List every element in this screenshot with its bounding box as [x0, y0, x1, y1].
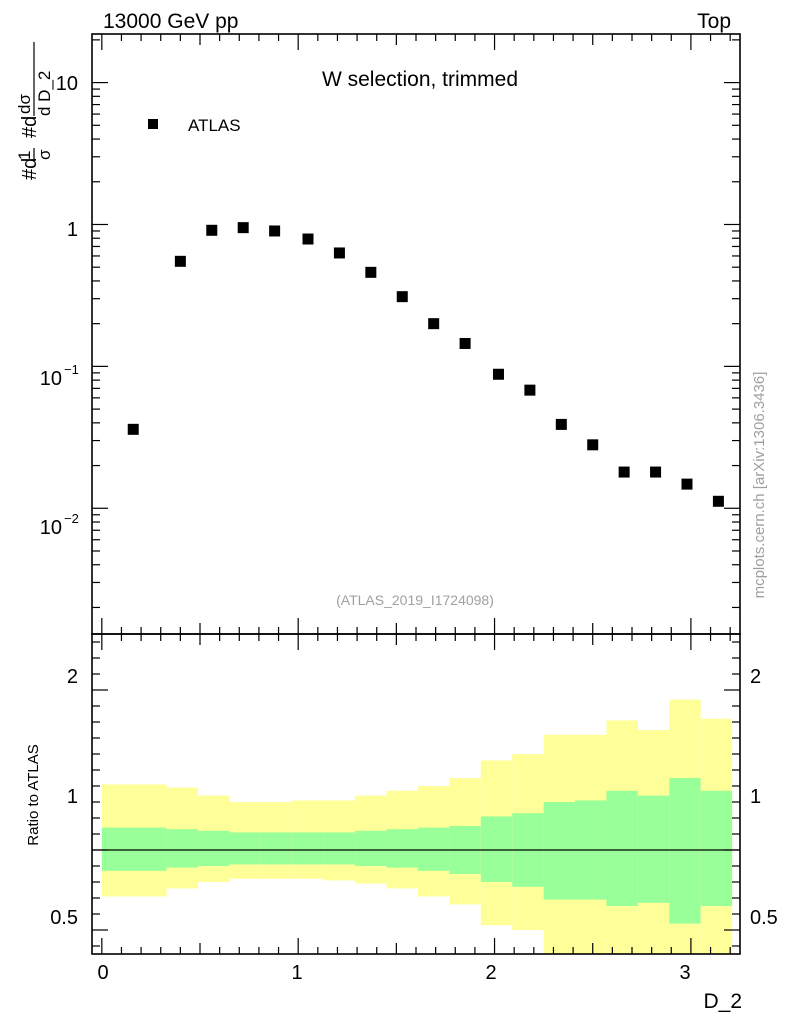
data-point — [396, 291, 408, 303]
y-tick-label-1: 1 — [67, 219, 78, 241]
y-tick-label-0.1: 10 — [40, 368, 62, 390]
ylabel-denominator: d D_2 — [35, 71, 54, 116]
x-tick-label-1: 1 — [291, 962, 302, 984]
y-tick-exponent: −1 — [64, 362, 79, 377]
data-point — [365, 266, 377, 278]
inner-band-bin — [700, 790, 733, 906]
ratio-y-label-2: 2 — [67, 666, 78, 688]
data-point — [333, 247, 345, 259]
inner-band-bin — [198, 830, 230, 866]
data-point — [555, 418, 567, 430]
main-y-axis-label: #d 1 σ #d dσ d D_2 — [15, 42, 54, 180]
inner-band-bin — [166, 829, 199, 868]
inner-band-bin — [637, 795, 670, 903]
main-panel: W selection, trimmed ATLAS (ATLAS_2019_I… — [15, 33, 741, 635]
inner-band-bin — [229, 832, 261, 865]
data-point — [459, 337, 471, 349]
ylabel-sigma: σ — [35, 149, 54, 160]
data-point — [237, 222, 249, 234]
inner-band-bin — [480, 816, 513, 882]
data-point — [269, 225, 281, 237]
y-tick-label-10: 10 — [56, 73, 78, 95]
data-point — [587, 439, 599, 451]
main-x-ticks — [101, 34, 731, 634]
y-tick-base: 10 — [40, 368, 62, 390]
data-point — [492, 368, 504, 380]
inner-band-bin — [606, 790, 638, 906]
inner-band-bin — [355, 830, 387, 866]
source-credit: mcplots.cern.ch [arXiv:1306.3436] — [751, 372, 768, 599]
ratio-y-axis-label: Ratio to ATLAS — [25, 744, 42, 845]
data-point — [618, 466, 630, 478]
inner-band-bin — [292, 832, 324, 865]
analysis-id: (ATLAS_2019_I1724098) — [336, 592, 494, 608]
inner-band-bin — [386, 829, 418, 868]
ylabel-dsigma: dσ — [15, 94, 34, 114]
legend-label: ATLAS — [188, 116, 241, 135]
ratio-y-label-right-1: 1 — [750, 786, 761, 808]
data-point — [428, 318, 440, 330]
y-tick-exponent: −2 — [64, 511, 79, 526]
ylabel-d2: #d — [19, 116, 41, 138]
ratio-panel: 2 1 0.5 2 1 0.5 0 1 2 3 D_2 Ratio to ATL… — [25, 633, 778, 1013]
legend-marker — [148, 119, 158, 129]
energy-label: 13000 GeV pp — [103, 10, 238, 33]
y-tick-base: 10 — [40, 517, 62, 539]
data-point — [681, 478, 693, 490]
data-point — [524, 384, 536, 396]
ratio-y-label-right-2: 2 — [750, 666, 761, 688]
inner-band-bin — [669, 778, 701, 924]
x-tick-label-2: 2 — [485, 962, 496, 984]
ratio-y-label-1: 1 — [67, 786, 78, 808]
data-point — [712, 495, 724, 507]
x-tick-label-3: 3 — [679, 962, 690, 984]
data-point — [302, 233, 314, 245]
data-points — [127, 222, 724, 507]
inner-band-bin — [260, 832, 293, 865]
data-point — [127, 423, 139, 435]
data-point — [206, 224, 218, 236]
inner-band-bin — [417, 827, 450, 871]
chart-title: W selection, trimmed — [322, 68, 518, 91]
data-point — [174, 255, 186, 267]
inner-band-bin — [543, 802, 576, 900]
inner-band-bin — [323, 832, 356, 865]
ratio-ticks — [92, 634, 740, 954]
ylabel-one: 1 — [15, 151, 34, 160]
ratio-y-label-right-0.5: 0.5 — [750, 907, 778, 929]
x-axis-label: D_2 — [703, 990, 742, 1013]
ylabel-d: #d — [19, 158, 41, 180]
y-tick-label-0.01: 10 — [40, 517, 62, 539]
ratio-frame — [91, 633, 741, 955]
data-point — [650, 466, 662, 478]
ratio-y-label-0.5: 0.5 — [50, 907, 78, 929]
x-tick-label-0: 0 — [97, 962, 108, 984]
process-label: Top — [697, 10, 731, 33]
inner-band-bin — [101, 827, 167, 871]
main-y-ticks — [92, 39, 740, 609]
ratio-bands — [101, 699, 733, 954]
